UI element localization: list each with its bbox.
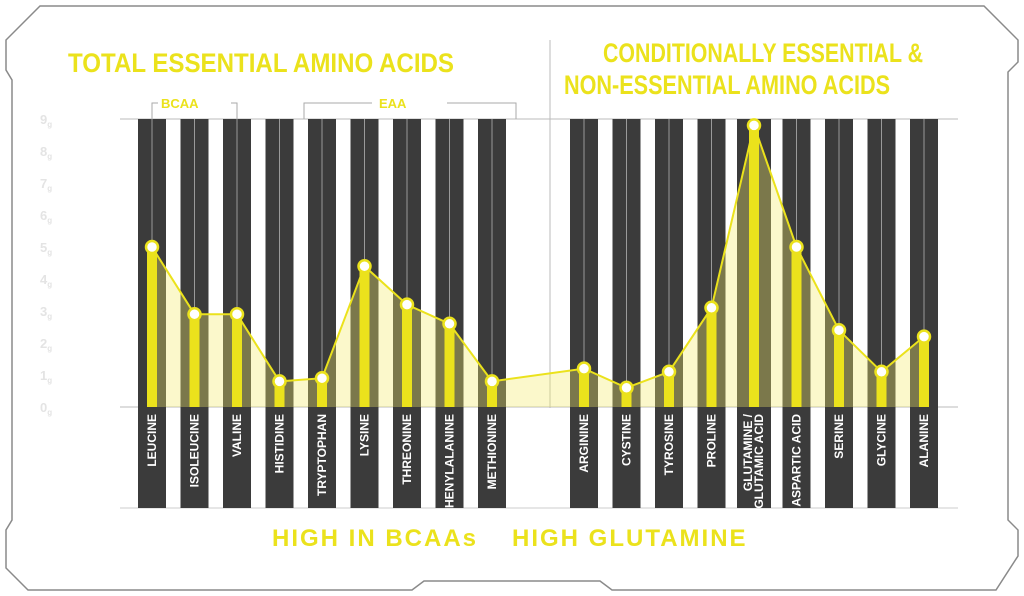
category-label: PROLINE [705, 414, 719, 467]
data-point [576, 361, 592, 376]
value-bar [232, 314, 242, 407]
y-tick-label: 7g [40, 176, 52, 193]
category-label: TYROSINE [662, 414, 676, 475]
y-tick-label: 6g [40, 208, 52, 225]
data-point [916, 329, 932, 344]
category-label: ASPARTIC ACID [790, 414, 804, 507]
category-label: TRYPTOPHAN [315, 414, 329, 496]
data-point [357, 258, 372, 274]
y-tick-unit: g [47, 312, 52, 321]
data-point [704, 300, 719, 316]
category-label: PHENYLALANINE [443, 414, 457, 516]
category-label: GLYCINE [875, 414, 889, 466]
category-label: CYSTINE [620, 414, 634, 466]
series-line [151, 121, 925, 389]
y-tick-label: 1g [40, 368, 52, 385]
value-bar [791, 247, 802, 407]
category-label: LYSINE [358, 414, 372, 456]
category-label: ALANINE [917, 414, 931, 467]
bcaa-bracket: BCAA [151, 96, 238, 119]
value-bar [834, 330, 844, 407]
category-label: ISOLEUCINE [188, 414, 202, 487]
category-label: LEUCINE [145, 414, 159, 467]
y-tick-unit: g [47, 216, 52, 225]
y-tick-label: 3g [40, 304, 52, 321]
title-right-line1: CONDITIONALLY ESSENTIAL & [603, 38, 923, 68]
y-tick-unit: g [47, 120, 52, 129]
value-bar [749, 125, 759, 408]
data-point [442, 316, 457, 332]
footer-high-bcaas: HIGH IN BCAAs [272, 525, 478, 552]
category-sublabel: GLUTAMIC ACID [752, 414, 766, 509]
y-tick-unit: g [47, 280, 52, 289]
y-tick-label: 5g [40, 240, 52, 257]
data-point [746, 118, 762, 133]
data-point [314, 370, 330, 386]
y-tick-unit: g [47, 248, 52, 257]
footer-high-glutamine: HIGH GLUTAMINE [512, 525, 748, 552]
y-tick-label: 8g [40, 144, 52, 161]
value-bar [444, 323, 455, 407]
y-tick-label: 9g [40, 112, 52, 129]
y-tick-unit: g [47, 344, 52, 353]
frame-border [5, 5, 1019, 591]
area-fill [152, 125, 924, 408]
data-point [229, 306, 245, 322]
category-label: GLUTAMINE / [741, 413, 755, 491]
title-right-line2: NON-ESSENTIAL AMINO ACIDS [564, 70, 890, 100]
category-label: ARGININE [577, 414, 591, 473]
data-point [144, 239, 160, 255]
category-label: HISTIDINE [273, 414, 287, 473]
data-point [187, 306, 202, 322]
y-tick-label: 0g [40, 400, 52, 417]
category-label: METHIONINE [485, 414, 499, 489]
value-bar [147, 247, 157, 407]
value-bar [876, 371, 887, 407]
data-point [399, 297, 415, 312]
category-label: SERINE [832, 414, 846, 459]
bcaa-label: BCAA [161, 96, 199, 111]
value-bar [487, 381, 497, 407]
data-point [619, 380, 634, 396]
y-tick-unit: g [47, 184, 52, 193]
value-bar [664, 371, 674, 407]
eaa-bracket: EAA [303, 96, 517, 119]
value-bar [706, 307, 717, 407]
data-point [661, 364, 677, 380]
eaa-label: EAA [379, 96, 407, 111]
data-point [789, 239, 804, 255]
value-bar [579, 368, 589, 407]
category-label: VALINE [230, 414, 244, 457]
y-tick-unit: g [47, 376, 52, 385]
data-point [874, 364, 889, 380]
title-left: TOTAL ESSENTIAL AMINO ACIDS [68, 48, 454, 78]
y-tick-unit: g [47, 408, 52, 417]
y-tick-unit: g [47, 152, 52, 161]
y-tick-label: 4g [40, 272, 52, 289]
data-point [272, 374, 287, 389]
value-bar [317, 378, 327, 407]
value-bar [402, 304, 412, 407]
data-point [484, 374, 500, 389]
value-bar [359, 266, 370, 407]
category-label: THREONINE [400, 414, 414, 485]
value-bar [189, 314, 200, 407]
value-bar [621, 387, 632, 407]
y-tick-label: 2g [40, 336, 52, 353]
data-point [831, 322, 847, 338]
value-bar [919, 336, 929, 407]
value-bar [274, 381, 285, 407]
